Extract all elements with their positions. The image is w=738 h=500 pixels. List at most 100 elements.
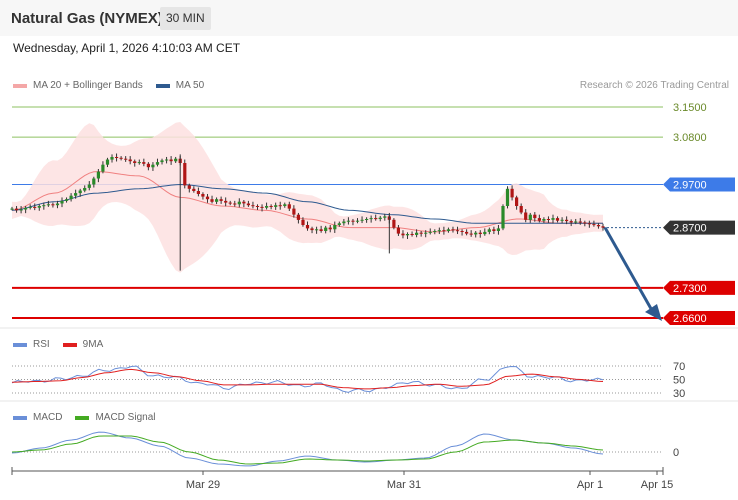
candle-body [55,203,60,206]
candle-body [128,159,132,162]
credit-text: Research © 2026 Trading Central [579,80,729,91]
candle-body [278,205,282,207]
candle-body [251,205,255,207]
candle-body [601,226,605,228]
chart-header [0,0,738,36]
bollinger-swatch [13,83,27,88]
candle-body [442,230,446,232]
candle-body [383,216,387,218]
candle-body [174,158,178,162]
forecast-arrow [603,226,656,315]
candle-body [151,164,155,168]
candle-body [342,221,346,224]
candle-body [574,221,578,223]
level-label-5: 2.6600 [673,313,707,325]
candle-body [428,231,432,233]
candle-body [142,162,146,164]
rsi-tick-2: 30 [673,388,685,400]
candle-body [460,231,464,232]
candle-body [78,190,82,194]
candle-body [324,227,328,231]
timestamp: Wednesday, April 1, 2026 4:10:03 AM CET [13,41,241,55]
candle-body [487,229,491,232]
candle-body [455,230,460,232]
level-label-4: 2.7300 [673,283,707,295]
candle-body [474,232,478,235]
candle-body [155,162,160,165]
candle-body [365,219,369,220]
candle-body [415,232,419,235]
candle-body [87,184,91,188]
candle-body [396,227,400,234]
candle-body [483,231,487,235]
candle-body [374,218,378,220]
candle-body [83,188,87,191]
candle-body [215,199,219,202]
candle-body [478,232,482,234]
bollinger-band [12,122,603,273]
candle-body [515,197,519,206]
candle-body [560,219,564,221]
macd-legend: MACD MACD Signal [13,412,155,423]
candle-body [74,193,78,196]
rsi-swatch [13,342,27,347]
macd-swatch [13,415,27,420]
candle-body [19,209,23,211]
timeframe-button[interactable]: 30 MIN [160,7,211,30]
legend-bollinger-label: MA 20 + Bollinger Bands [33,80,143,91]
candle-body [360,219,364,221]
x-tick-label-1: Mar 31 [387,479,421,491]
ma50-swatch [155,83,170,88]
candle-body [224,200,228,203]
candle-body [92,178,96,185]
candle-body [96,171,100,179]
candle-body [546,219,550,220]
legend-rsi-label: RSI [33,339,50,350]
candle-body [169,159,173,162]
level-label-2: 2.9700 [673,180,707,192]
candle-body [165,159,169,161]
macd-signal-line [11,435,604,465]
candle-body [587,223,591,225]
rsi-line [11,365,604,393]
candle-body [405,234,410,236]
candle-body [274,205,278,207]
candle-body [433,231,437,232]
candle-body [465,231,469,234]
level-tag-5 [663,311,735,325]
candle-body [228,202,232,204]
level-label-1: 3.0800 [673,132,707,144]
candle-body [137,162,141,164]
candle-body [401,233,405,236]
candle-body [196,191,200,194]
candle-body [333,225,337,230]
candle-body [14,208,19,211]
candle-body [555,218,560,221]
candle-body [205,196,210,200]
candle-body [451,229,455,231]
candle-body [446,229,450,231]
candle-body [46,204,50,206]
candle-body [419,232,423,234]
x-tick-label-2: Apr 1 [577,479,603,491]
instrument-title: Natural Gas (NYMEX) [11,10,163,27]
candle-body [28,206,32,208]
candle-body [533,214,537,219]
candle-body [410,234,414,235]
candle-body [33,206,37,208]
candle-body [146,163,150,168]
level-label-0: 3.1500 [673,102,707,114]
candle-body [501,206,505,229]
candle-body [337,223,341,225]
candle-body [119,157,123,159]
macd-tick-0: 0 [673,447,679,459]
rsi-ma-line [11,368,604,390]
candle-body [255,206,260,207]
candle-body [65,199,69,201]
level-tag-3 [663,220,735,235]
candle-body [319,229,323,231]
candle-body [24,207,28,210]
legend-ma50-label: MA 50 [175,80,205,91]
candle-body [519,206,523,213]
